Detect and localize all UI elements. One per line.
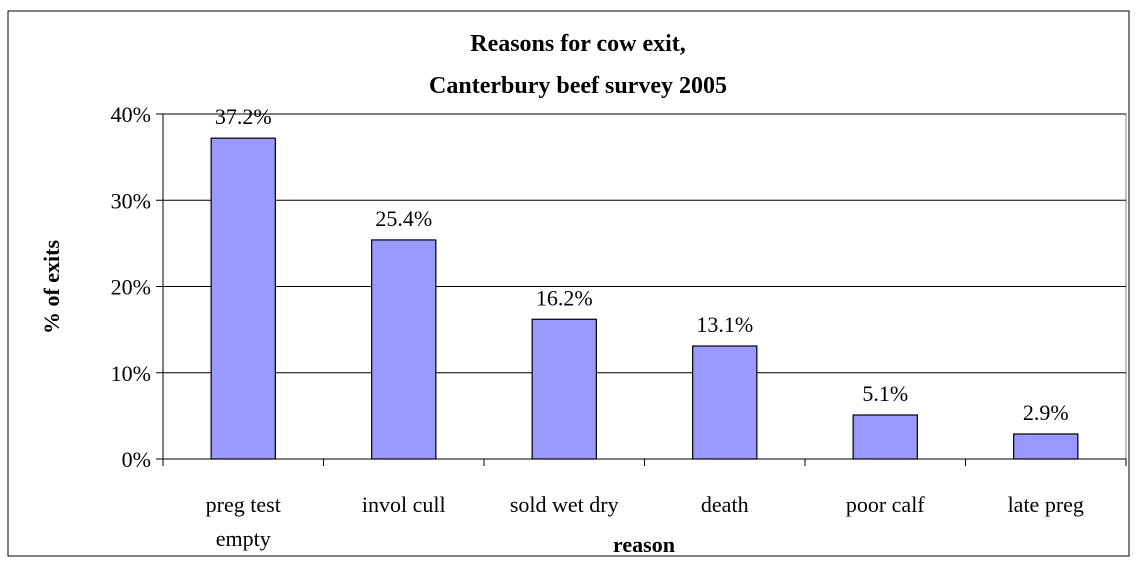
axes [156, 113, 1127, 466]
bar [531, 318, 597, 460]
x-tick-label: invol cull [362, 492, 446, 517]
x-tick-label: death [701, 492, 749, 517]
y-axis-title: % of exits [39, 240, 64, 335]
data-label: 37.2% [215, 104, 272, 129]
bar [692, 345, 758, 460]
x-axis-title: reason [613, 532, 675, 557]
bar [210, 137, 276, 460]
y-tick-label: 40% [111, 102, 151, 127]
y-tick-label: 20% [111, 275, 151, 300]
x-tick-label: preg test [206, 492, 281, 517]
y-tick-label: 30% [111, 188, 151, 213]
data-label: 13.1% [696, 312, 753, 337]
bar [1013, 433, 1079, 460]
data-label: 25.4% [375, 206, 432, 231]
x-tick-label: late preg [1008, 492, 1084, 517]
x-tick-label: sold wet dry [510, 492, 619, 517]
data-label: 16.2% [536, 285, 593, 310]
bar [852, 414, 918, 460]
chart-frame [7, 10, 1130, 557]
y-tick-label: 0% [122, 447, 151, 472]
data-label: 2.9% [1023, 400, 1069, 425]
y-tick-label: 10% [111, 361, 151, 386]
data-label: 5.1% [862, 381, 908, 406]
x-tick-label: empty [216, 526, 271, 551]
bars [210, 137, 1079, 460]
bar [371, 239, 437, 460]
chart-title: Reasons for cow exit, [470, 31, 686, 57]
chart-subtitle: Canterbury beef survey 2005 [429, 73, 727, 99]
x-tick-label: poor calf [846, 492, 925, 517]
labels: 0% 10% 20% 30% 40% 37.2% preg test empty 25.4% in… [111, 102, 1084, 551]
